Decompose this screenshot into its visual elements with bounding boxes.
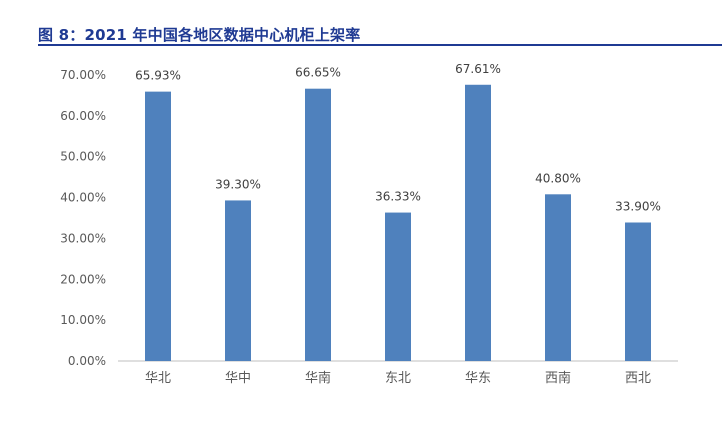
data-label: 40.80% [535,171,581,185]
data-label: 67.61% [455,62,501,76]
y-tick-label: 50.00% [60,150,106,164]
bar-5 [465,84,491,361]
y-tick-label: 40.00% [60,191,106,205]
figure-title: 图 8：2021 年中国各地区数据中心机柜上架率 [38,26,361,44]
data-label: 39.30% [215,177,261,191]
x-category-label: 华北 [145,371,171,386]
data-label: 66.65% [295,66,341,80]
bar-1 [145,91,171,362]
y-tick-label: 0.00% [68,354,106,368]
y-tick-label: 70.00% [60,68,106,82]
bar-7 [625,222,651,361]
bar-6 [545,194,571,361]
bar-2 [225,200,251,361]
x-category-label: 西南 [545,370,571,386]
data-label: 36.33% [375,190,421,204]
x-category-label: 华中 [225,371,251,386]
bar-4 [385,212,411,361]
x-category-label: 华东 [465,371,491,386]
figure-header: 图 8：2021 年中国各地区数据中心机柜上架率 [0,0,728,48]
y-tick-label: 20.00% [60,272,106,286]
data-label: 65.93% [135,69,181,83]
y-tick-label: 30.00% [60,231,106,245]
data-label: 33.90% [615,199,661,213]
x-category-label: 华南 [305,370,331,386]
bar-3 [305,88,331,362]
y-tick-label: 60.00% [60,109,106,123]
y-tick-label: 10.00% [60,313,106,327]
x-category-label: 东北 [385,371,411,386]
title-underline [38,44,722,46]
x-category-label: 西北 [625,371,651,386]
